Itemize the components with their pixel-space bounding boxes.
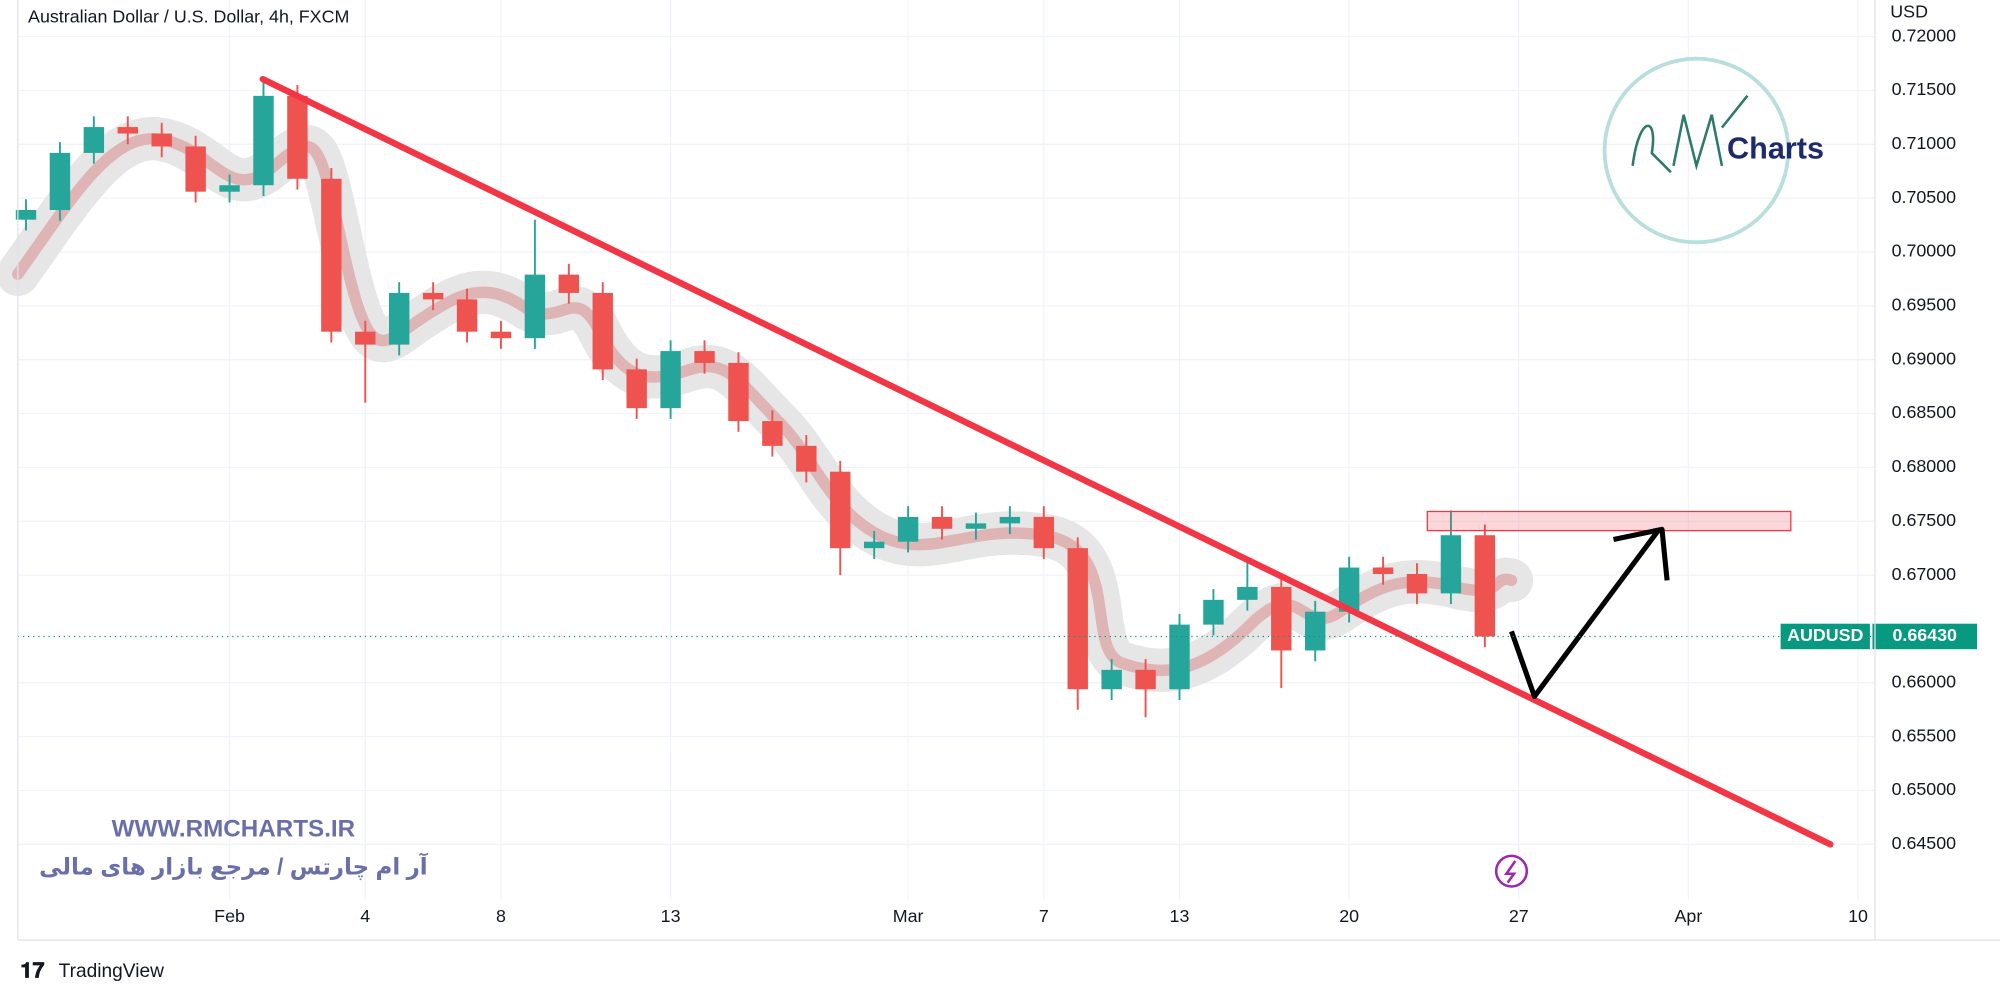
axes: 0.72000 0.71500 0.71000 0.70500 0.70000 0.695… bbox=[214, 25, 1956, 925]
candle-body bbox=[558, 274, 580, 293]
candle-body bbox=[694, 351, 715, 363]
y-tick-label: 0.70500 bbox=[1892, 187, 1957, 207]
candle-body bbox=[1271, 586, 1292, 651]
y-tick-label: 0.69000 bbox=[1892, 348, 1957, 368]
currency-label: USD bbox=[1890, 1, 1928, 21]
y-tick-label: 0.71000 bbox=[1892, 133, 1957, 153]
candle-body bbox=[1440, 535, 1462, 594]
candle-body bbox=[1033, 516, 1055, 549]
symbol-label: AUDUSD bbox=[1787, 625, 1863, 645]
y-tick-label: 0.68500 bbox=[1892, 402, 1957, 422]
y-tick-label: 0.65000 bbox=[1892, 779, 1957, 799]
projection-arrow bbox=[1509, 529, 1661, 699]
candle-body bbox=[321, 178, 342, 332]
y-tick-label: 0.70000 bbox=[1892, 241, 1957, 261]
resistance-zone bbox=[1426, 510, 1792, 532]
candle-body bbox=[490, 331, 512, 339]
x-tick-label: Feb bbox=[214, 906, 245, 926]
candle-body bbox=[287, 95, 308, 179]
y-tick-label: 0.68000 bbox=[1892, 456, 1957, 476]
candle-body bbox=[830, 471, 851, 549]
candle-body bbox=[1372, 567, 1394, 575]
candle-body bbox=[15, 210, 37, 220]
candle-body bbox=[422, 292, 444, 300]
candle-body bbox=[728, 362, 749, 422]
candle-body bbox=[863, 541, 885, 549]
candle-body bbox=[931, 516, 953, 529]
symbol-badge bbox=[1780, 623, 1870, 650]
x-tick-label: 7 bbox=[1039, 906, 1049, 926]
y-tick-label: 0.64500 bbox=[1892, 833, 1957, 853]
x-tick-label: 10 bbox=[1848, 906, 1868, 926]
candle-body bbox=[1406, 574, 1428, 594]
candle-body bbox=[83, 127, 105, 153]
y-tick-label: 0.72000 bbox=[1892, 25, 1957, 45]
x-tick-label: 4 bbox=[360, 906, 370, 926]
chart-title: Australian Dollar / U.S. Dollar, 4h, FXC… bbox=[28, 7, 349, 27]
candle-body bbox=[965, 523, 987, 529]
candle-body bbox=[897, 516, 919, 542]
x-tick-label: 13 bbox=[661, 906, 681, 926]
candle-body bbox=[1237, 586, 1258, 600]
candle-body bbox=[185, 146, 206, 192]
candle-body bbox=[1305, 611, 1326, 651]
candle-body bbox=[355, 331, 376, 345]
candle-body bbox=[219, 185, 240, 192]
trend-line bbox=[259, 75, 1834, 848]
candle-body bbox=[660, 351, 681, 409]
candle-body bbox=[1338, 567, 1360, 612]
price-line: AUDUSD 0.66430 bbox=[17, 623, 1978, 650]
candle-body bbox=[456, 299, 478, 332]
price-badge bbox=[1872, 623, 1978, 650]
x-tick-label: Mar bbox=[893, 906, 924, 926]
y-tick-label: 0.65500 bbox=[1892, 725, 1957, 745]
tv-logo-mark: 𝟏𝟕 bbox=[20, 958, 45, 983]
candle-body bbox=[1135, 669, 1156, 690]
event-icon[interactable] bbox=[1494, 854, 1529, 888]
candle-body bbox=[388, 292, 410, 345]
y-tick-label: 0.67500 bbox=[1892, 510, 1957, 530]
candle-body bbox=[524, 274, 546, 339]
candle-body bbox=[49, 152, 71, 211]
x-tick-label: 27 bbox=[1509, 906, 1529, 926]
price-label: 0.66430 bbox=[1892, 625, 1957, 645]
candle-body bbox=[117, 127, 138, 134]
candle-body bbox=[151, 133, 172, 147]
footer-brand: TradingView bbox=[59, 961, 164, 982]
watermark-tagline: آر ام چارتس / مرجع بازار های مالی bbox=[39, 852, 429, 881]
candle-body bbox=[1101, 669, 1122, 690]
x-tick-label: 13 bbox=[1170, 906, 1190, 926]
y-tick-label: 0.66000 bbox=[1892, 671, 1957, 691]
logo-mark bbox=[1631, 94, 1749, 174]
y-tick-label: 0.69500 bbox=[1892, 295, 1957, 315]
x-tick-label: Apr bbox=[1675, 906, 1703, 926]
y-tick-label: 0.71500 bbox=[1892, 79, 1957, 99]
logo-ring bbox=[1602, 56, 1791, 245]
candle-body bbox=[762, 421, 783, 446]
watermark-site: WWW.RMCHARTS.IR bbox=[112, 816, 356, 843]
candle-body bbox=[1203, 599, 1224, 625]
logo-text: Charts bbox=[1727, 132, 1824, 166]
candle-body bbox=[999, 516, 1021, 524]
candle-body bbox=[796, 445, 817, 472]
candle-body bbox=[1067, 548, 1088, 690]
candles bbox=[15, 79, 1496, 718]
x-tick-label: 20 bbox=[1339, 906, 1359, 926]
x-tick-label: 8 bbox=[496, 906, 506, 926]
candle-body bbox=[1474, 535, 1496, 637]
candle-body bbox=[253, 95, 274, 186]
y-tick-label: 0.67000 bbox=[1892, 564, 1957, 584]
candle-body bbox=[1169, 624, 1190, 690]
candle-body bbox=[592, 292, 613, 370]
event-icon-bolt bbox=[1503, 860, 1517, 884]
arrow-head bbox=[1612, 526, 1670, 581]
candle-body bbox=[626, 369, 647, 409]
